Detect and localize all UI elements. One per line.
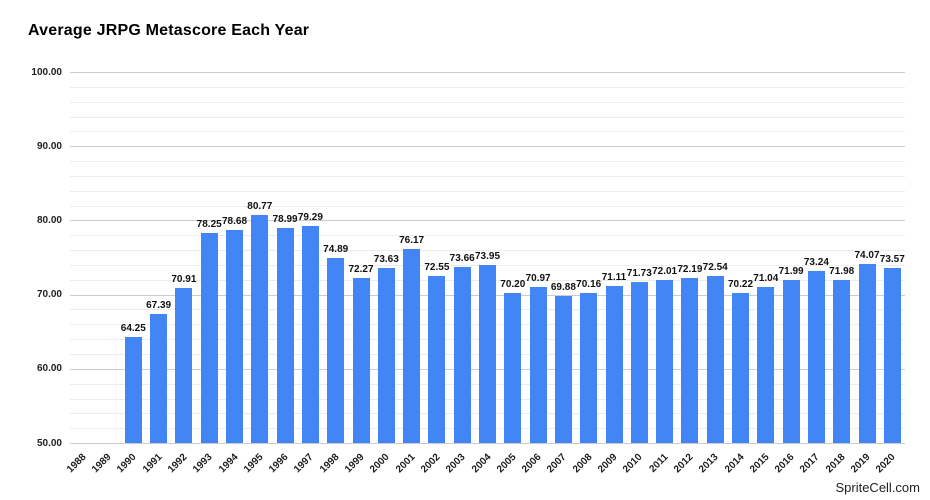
bar-2018 xyxy=(833,279,851,443)
bar-value-label-2005: 70.20 xyxy=(500,279,526,291)
y-axis-tick-label: 80.00 xyxy=(36,214,62,226)
bar-2006 xyxy=(529,287,547,443)
bar-value-label-2003: 73.66 xyxy=(449,253,475,265)
bar-2005 xyxy=(504,293,522,443)
bar-2003 xyxy=(453,267,471,443)
bar-1992 xyxy=(175,287,193,443)
bar-value-label-2001: 76.17 xyxy=(399,234,425,246)
chart-title: Average JRPG Metascore Each Year xyxy=(28,22,310,39)
bar-value-label-1992: 70.91 xyxy=(171,273,197,285)
bar-2012 xyxy=(681,278,699,443)
minor-gridline xyxy=(70,161,905,162)
bar-value-label-2018: 71.98 xyxy=(829,265,855,277)
bar-value-label-2004: 73.95 xyxy=(474,251,501,263)
bar-value-label-2006: 70.97 xyxy=(525,273,551,285)
bar-1994 xyxy=(226,230,243,443)
bar-value-label-1995: 80.77 xyxy=(247,200,273,212)
bar-value-label-2009: 71.11 xyxy=(601,272,627,284)
y-axis-tick-label: 70.00 xyxy=(36,289,62,301)
bar-1996 xyxy=(276,227,294,443)
bar-2004 xyxy=(479,265,496,443)
bar-value-label-2019: 74.07 xyxy=(854,250,880,262)
bar-2014 xyxy=(732,293,749,443)
bar-value-label-2014: 70.22 xyxy=(727,279,754,290)
minor-gridline xyxy=(70,86,905,88)
bar-2002 xyxy=(428,275,446,443)
bar-value-label-2017: 73.24 xyxy=(803,256,829,268)
bar-value-label-1997: 79.29 xyxy=(297,211,323,223)
minor-gridline xyxy=(70,235,905,237)
bar-1997 xyxy=(301,225,319,443)
bar-2001 xyxy=(403,248,421,443)
major-gridline xyxy=(70,72,905,73)
bar-1991 xyxy=(150,314,168,443)
bar-value-label-1993: 78.25 xyxy=(196,219,222,231)
bar-value-label-1996: 78.99 xyxy=(272,213,298,225)
major-gridline xyxy=(70,146,905,148)
bar-1995 xyxy=(251,214,269,443)
bar-2010 xyxy=(630,281,648,443)
y-axis-tick-label: 100.00 xyxy=(31,66,62,78)
minor-gridline xyxy=(70,190,905,192)
bar-2016 xyxy=(782,279,800,443)
bar-value-label-2000: 73.63 xyxy=(373,253,399,265)
bar-value-label-1990: 64.25 xyxy=(120,323,146,335)
minor-gridline xyxy=(70,101,905,103)
bar-value-label-1994: 78.68 xyxy=(221,216,248,228)
bar-2011 xyxy=(656,279,674,443)
major-gridline xyxy=(70,443,905,444)
bar-1993 xyxy=(200,233,218,443)
bar-value-label-2016: 71.99 xyxy=(778,265,804,277)
bar-2009 xyxy=(605,286,623,443)
bar-1999 xyxy=(352,277,370,443)
minor-gridline xyxy=(70,175,905,177)
bar-2015 xyxy=(757,286,775,443)
bar-value-label-2012: 72.19 xyxy=(677,264,703,276)
bar-value-label-2011: 72.01 xyxy=(652,265,678,277)
bar-2007 xyxy=(554,295,572,443)
bar-value-label-2015: 71.04 xyxy=(753,272,779,284)
watermark-text: SpriteCell.com xyxy=(835,480,920,495)
bar-value-label-2008: 70.16 xyxy=(576,279,602,291)
bar-2019 xyxy=(858,264,876,443)
minor-gridline xyxy=(70,205,905,207)
bar-value-label-2013: 72.54 xyxy=(702,261,728,273)
bar-1998 xyxy=(327,258,345,443)
y-axis-tick-label: 60.00 xyxy=(36,363,62,375)
y-axis-tick-label: 50.00 xyxy=(36,437,62,449)
bar-value-label-2002: 72.55 xyxy=(424,261,450,273)
bar-2013 xyxy=(706,275,724,443)
y-axis-tick-label: 90.00 xyxy=(36,140,62,152)
bar-2020 xyxy=(883,268,901,443)
bar-1990 xyxy=(124,337,142,443)
bar-value-label-1998: 74.89 xyxy=(323,244,349,256)
bar-2000 xyxy=(377,267,395,443)
bar-value-label-2020: 73.57 xyxy=(879,254,905,266)
bar-value-label-1991: 67.39 xyxy=(146,300,172,311)
bar-value-label-2010: 71.73 xyxy=(626,267,652,279)
bar-2008 xyxy=(580,293,598,443)
minor-gridline xyxy=(70,131,905,133)
bar-value-label-1999: 72.27 xyxy=(348,263,374,275)
bar-2017 xyxy=(807,270,825,443)
minor-gridline xyxy=(70,116,905,118)
bar-value-label-2007: 69.88 xyxy=(550,281,576,293)
